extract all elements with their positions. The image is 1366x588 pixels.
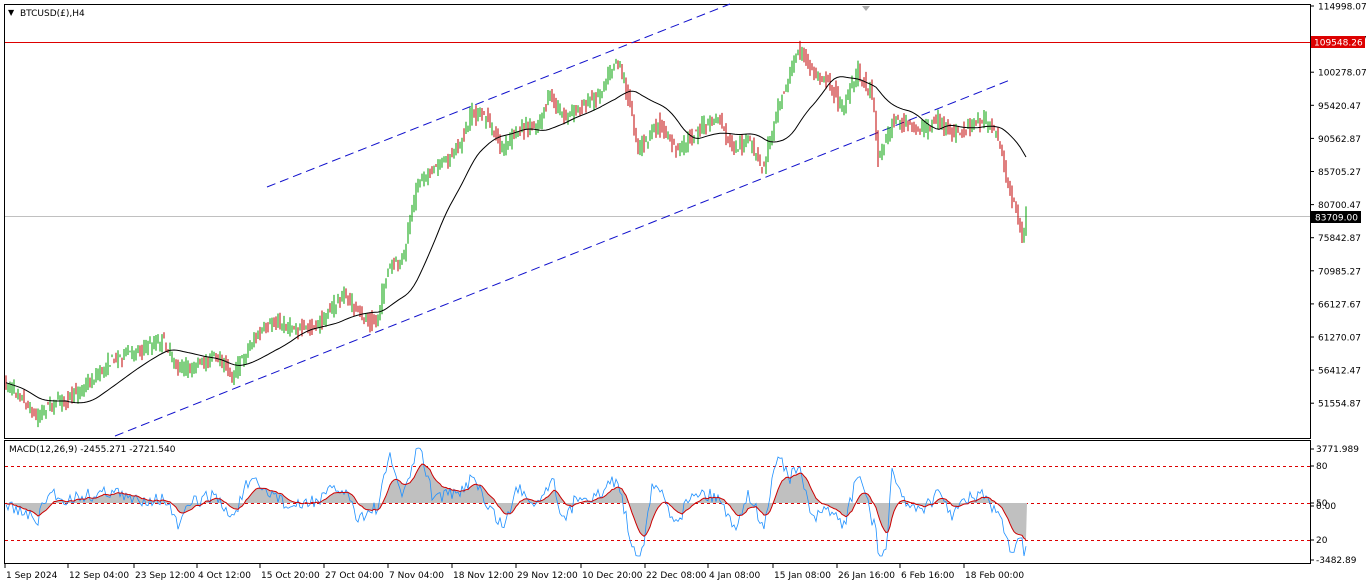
price-tick-label: 85705.27 (1318, 168, 1361, 178)
macd-tick-label: 50 (1316, 499, 1328, 509)
time-tick-label: 1 Sep 2024 (6, 571, 58, 581)
price-tick-label: 70985.27 (1318, 267, 1361, 277)
price-tick-label: 80700.47 (1318, 201, 1361, 211)
time-tick-label: 29 Nov 12:00 (517, 571, 578, 581)
time-tick-label: 6 Feb 16:00 (901, 571, 955, 581)
main-price-panel[interactable] (4, 4, 1311, 439)
channel-upper-line (266, 3, 731, 188)
macd-scale[interactable]: 3771.989 80 500.00 20 -3482.89 (1310, 445, 1359, 566)
macd-signal-line (5, 463, 1027, 541)
macd-panel[interactable] (4, 440, 1311, 564)
resistance-price-label: 109548.26 (1314, 39, 1363, 49)
price-scale[interactable]: 114998.07105135.67100278.0795420.4790562… (1310, 3, 1366, 410)
time-tick-label: 26 Jan 16:00 (838, 571, 895, 581)
price-tick-label: 114998.07 (1318, 3, 1366, 13)
time-tick-label: 18 Feb 00:00 (965, 571, 1024, 581)
time-tick-label: 10 Dec 20:00 (582, 571, 643, 581)
price-tick-label: 56412.47 (1318, 367, 1361, 377)
time-tick-label: 4 Oct 12:00 (198, 571, 251, 581)
time-tick-label: 12 Sep 04:00 (69, 571, 129, 581)
time-tick-label: 22 Dec 08:00 (646, 571, 707, 581)
channel-lower-line (114, 79, 1011, 437)
time-tick-label: 18 Nov 12:00 (453, 571, 514, 581)
time-tick-label: 23 Sep 12:00 (135, 571, 195, 581)
price-tick-label: 100278.07 (1318, 69, 1366, 79)
macd-tick-label: 80 (1316, 462, 1328, 472)
time-axis[interactable]: 1 Sep 2024 12 Sep 04:00 23 Sep 12:00 4 Oct … (4, 564, 1024, 581)
macd-indicator-label: MACD(12,26,9) -2455.271 -2721.540 (9, 445, 176, 455)
price-tick-label: 51554.87 (1318, 400, 1361, 410)
macd-tick-label: -3482.89 (1316, 556, 1357, 566)
price-chart-layer (5, 3, 1310, 437)
time-tick-label: 4 Jan 08:00 (709, 571, 761, 581)
resistance-price-tag: 109548.26 (1311, 36, 1365, 49)
price-tick-label: 66127.67 (1318, 300, 1361, 310)
macd-main-line (5, 447, 1027, 557)
price-tick-label: 75842.87 (1318, 234, 1361, 244)
macd-tick-label: 0.00 (1316, 502, 1336, 512)
chart-menu-icon[interactable]: ▼ (8, 8, 15, 17)
current-price-label: 83709.00 (1315, 214, 1358, 224)
price-tick-label: 95420.47 (1318, 102, 1361, 112)
price-tick-label: 90562.87 (1318, 135, 1361, 145)
time-tick-label: 7 Nov 04:00 (389, 571, 444, 581)
macd-tick-label: 3771.989 (1316, 445, 1359, 455)
time-tick-label: 27 Oct 04:00 (325, 571, 384, 581)
time-tick-label: 15 Oct 20:00 (261, 571, 320, 581)
price-tick-label: 61270.07 (1318, 334, 1361, 344)
time-tick-label: 15 Jan 08:00 (774, 571, 831, 581)
current-price-tag: 83709.00 (1311, 211, 1361, 224)
chart-shift-marker[interactable] (862, 6, 870, 11)
chart-title: BTCUSD(£),H4 (20, 9, 85, 19)
macd-chart-layer (5, 447, 1310, 557)
macd-tick-label: 20 (1316, 536, 1328, 546)
moving-average-fast-line (5, 76, 1027, 404)
